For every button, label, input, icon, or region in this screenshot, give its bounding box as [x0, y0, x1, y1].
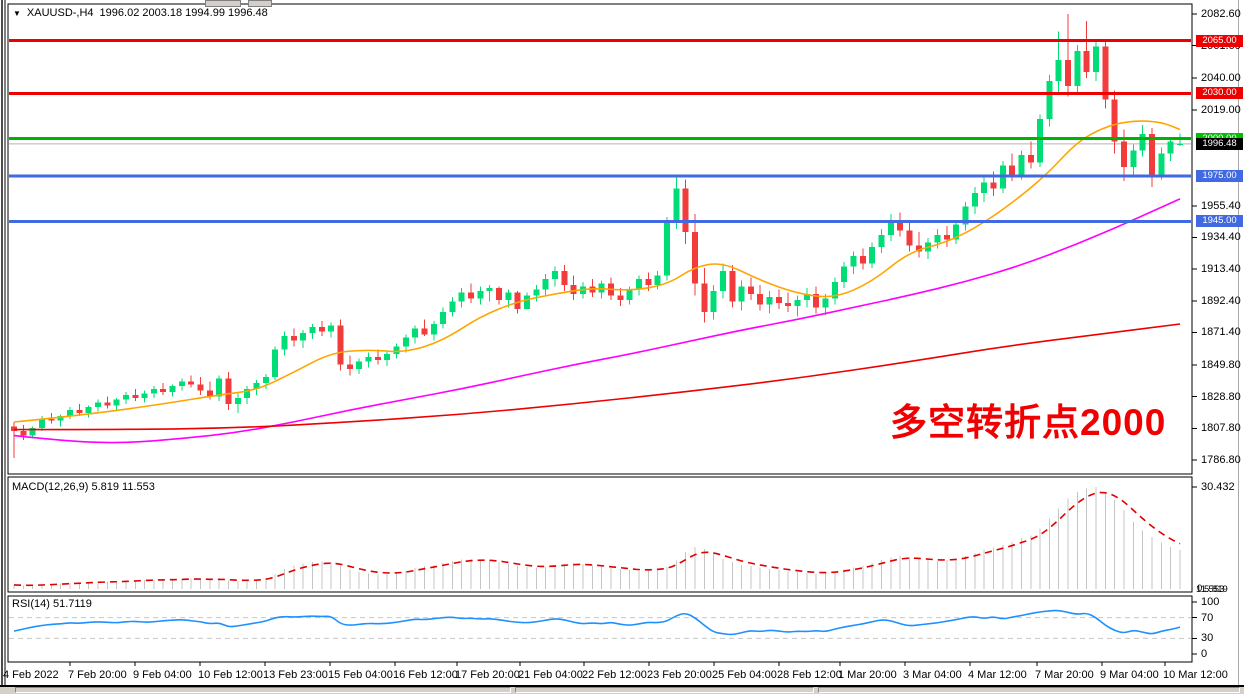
price-level-badge: 1975.00: [1196, 170, 1243, 183]
price-tick-label: 1955.40: [1201, 199, 1241, 212]
price-tick-label: 2082.60: [1201, 8, 1241, 20]
symbol-timeframe-label: XAUUSD-,H4: [26, 7, 94, 19]
time-axis-label: 21 Feb 04:00: [518, 669, 583, 681]
rsi-line: [13, 609, 1181, 636]
time-axis-label: 4 Feb 2022: [3, 669, 59, 681]
price-level-badge: 2030.00: [1196, 87, 1243, 100]
time-axis-label: 17 Feb 20:00: [455, 669, 520, 681]
time-axis-label: 28 Feb 12:00: [777, 669, 842, 681]
macd-axis-overlap-label: 11.553: [1196, 584, 1225, 595]
rsi-axis-label: 0: [1201, 648, 1208, 660]
price-tick-label: 2040.00: [1201, 72, 1241, 85]
price-axis-ticks: [4, 13, 1197, 666]
time-axis-label: 16 Feb 12:00: [393, 669, 458, 681]
chart-text-annotation[interactable]: 多空转折点2000: [890, 402, 1167, 443]
price-level-badge: 1945.00: [1196, 215, 1243, 228]
ma-slow-line: [13, 323, 1181, 431]
price-level-badge: 1996.48: [1196, 137, 1243, 150]
price-tick-label: 2019.00: [1201, 103, 1241, 116]
macd-indicator-label: MACD(12,26,9) 5.819 11.553: [12, 481, 155, 493]
ma-mid-line: [13, 198, 1181, 444]
time-axis-label: 10 Mar 12:00: [1163, 669, 1228, 681]
time-axis-label: 1 Mar 20:00: [838, 669, 897, 681]
macd-axis-overlap-label: 0: [1197, 583, 1203, 594]
window-chrome-fragment: [248, 0, 272, 7]
status-bar-section: [15, 687, 511, 693]
macd-histogram: [13, 487, 1181, 589]
time-axis-label: 9 Mar 04:00: [1100, 669, 1159, 681]
price-tick-label: 1807.80: [1201, 422, 1241, 435]
status-bar-section: [515, 687, 814, 693]
price-tick-label: 1871.40: [1201, 326, 1241, 339]
macd-signal-line: [13, 491, 1181, 587]
price-tick-label: 1828.80: [1201, 390, 1241, 403]
time-axis-label: 10 Feb 12:00: [198, 669, 263, 681]
price-tick-label: 1934.40: [1201, 231, 1241, 244]
rsi-axis-label: 100: [1201, 596, 1220, 608]
time-axis-label: 3 Mar 04:00: [903, 669, 962, 681]
price-tick-label: 1913.40: [1201, 263, 1241, 276]
time-axis-label: 23 Feb 20:00: [647, 669, 712, 681]
rsi-indicator-label: RSI(14) 51.7119: [12, 598, 92, 610]
time-axis-label: 25 Feb 04:00: [712, 669, 777, 681]
status-bar-section: [818, 687, 1240, 693]
time-axis-label: 9 Feb 04:00: [133, 669, 192, 681]
time-axis-label: 15 Feb 04:00: [328, 669, 393, 681]
time-axis-label: 7 Feb 20:00: [68, 669, 127, 681]
ohlc-values: 1996.02 2003.18 1994.99 1996.48: [99, 7, 268, 19]
ma-fast-line: [13, 120, 1181, 423]
price-tick-label: 1892.40: [1201, 294, 1241, 307]
time-axis-label: 4 Mar 12:00: [968, 669, 1027, 681]
price-tick-label: 1849.80: [1201, 359, 1241, 371]
rsi-axis-label: 70: [1201, 611, 1214, 624]
chart-info-bar: ▼ XAUUSD-,H4 1996.02 2003.18 1994.99 199…: [13, 7, 268, 19]
status-bar: [0, 687, 1244, 694]
price-level-badge: 2065.00: [1196, 34, 1243, 47]
time-axis-label: 7 Mar 20:00: [1035, 669, 1094, 681]
price-tick-label: 1786.80: [1201, 454, 1241, 466]
candles-layer: [11, 14, 1183, 459]
time-axis-label: 13 Feb 23:00: [263, 669, 328, 681]
window-chrome-fragment: [205, 0, 241, 7]
macd-axis-overlap-label: 5.819: [1204, 584, 1228, 595]
rsi-axis-label: 30: [1201, 632, 1214, 645]
collapse-triangle-icon[interactable]: ▼: [13, 8, 21, 18]
macd-axis-top-label: 30.432: [1201, 481, 1235, 493]
panel-frames: [0, 3, 1244, 687]
time-axis-label: 22 Feb 12:00: [582, 669, 647, 681]
hlines-layer[interactable]: [9, 39, 1191, 223]
